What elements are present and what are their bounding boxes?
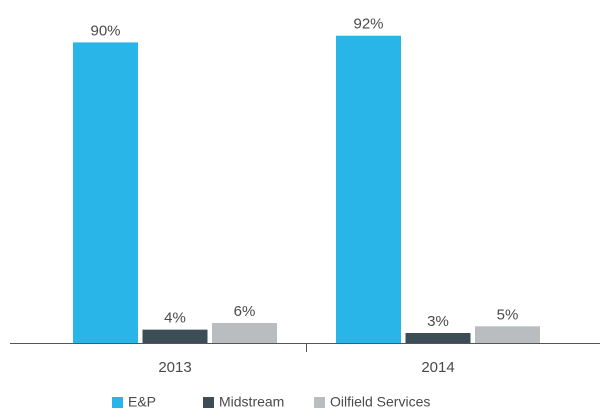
bar [73,42,138,344]
bar [142,329,208,343]
value-label: 6% [234,303,256,320]
legend-swatch [203,397,214,408]
legend-label: Midstream [219,394,284,409]
legend-swatch [314,397,325,408]
bar [405,332,471,343]
bar [475,326,540,343]
value-label: 5% [497,306,519,323]
legend-label: Oilfield Services [330,394,430,409]
legend-label: E&P [128,394,156,409]
value-label: 90% [90,22,120,39]
bar [336,35,401,343]
value-label: 92% [353,16,383,33]
legend-swatch [112,397,123,408]
value-label: 3% [427,313,449,330]
x-tick-label: 2013 [158,359,191,376]
bar [212,322,277,343]
x-tick-label: 2014 [421,359,454,376]
value-label: 4% [164,310,186,327]
